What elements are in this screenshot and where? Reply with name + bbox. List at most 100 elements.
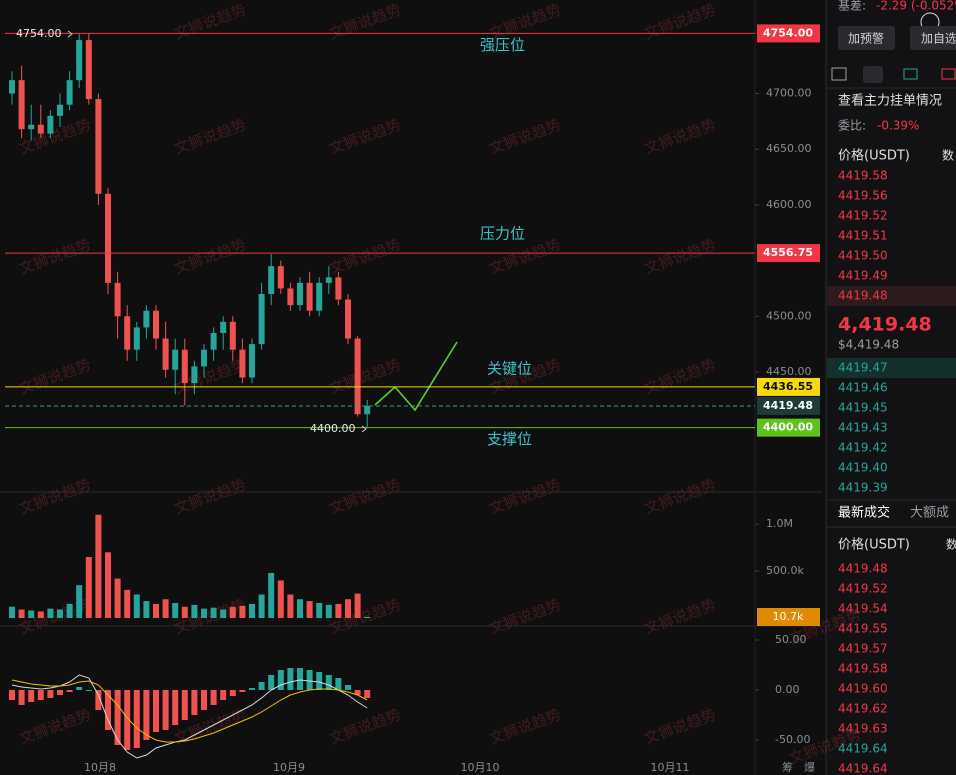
level-tag-text: 4754.00 [763,26,813,39]
fav-button-text[interactable]: 加自选 [921,32,956,46]
ask-price: 4419.49 [838,269,888,283]
view-icon[interactable] [903,68,918,80]
macd-bar [239,690,246,692]
macd-bar [306,670,313,690]
chips-tab[interactable]: 筹 [782,760,793,774]
macd-bar [162,690,169,730]
macd-bar [133,690,140,748]
volume-bar [57,609,63,618]
volume-bar [153,603,159,618]
macd-bar [335,678,342,690]
macd-bar [277,670,284,690]
volume-bar [18,609,25,618]
volume-bar [345,599,351,618]
macd-bar [249,688,255,690]
candle-body [201,349,207,367]
macd-bar [229,690,236,696]
volume-bar [277,580,284,618]
col-price: 价格(USDT) [838,148,910,164]
col-price: 价格(USDT) [838,537,910,553]
trade-price: 4419.52 [838,582,888,596]
level-note: 压力位 [480,225,525,243]
volume-bar [220,609,227,618]
ratio-label: 委比: [838,119,866,133]
candle-body [133,327,140,350]
candle-body [277,266,284,289]
macd-bar [220,690,227,700]
view-icon[interactable] [831,67,847,81]
volume-bar [37,611,44,618]
level-note: 支撑位 [487,430,532,448]
alert-button[interactable] [838,26,895,50]
candle-body [76,40,83,81]
volume-bar [268,572,275,618]
liq-tab[interactable]: 爆 [804,760,815,774]
candle-body [28,124,35,130]
y-tick-label: 4700.00 [766,87,812,100]
level-tag-text: 4419.48 [763,399,813,412]
trade-price: 4419.64 [838,742,888,756]
trade-price: 4419.58 [838,662,888,676]
volume-bar [47,608,54,618]
volume-tag [757,607,820,626]
ask-price: 4419.51 [838,229,888,243]
volume-bar [85,557,92,618]
macd-bar [124,690,131,750]
level-tag-text: 4556.75 [763,246,813,259]
candle-body [229,321,236,350]
volume-bar [124,589,131,618]
side-panel [826,0,956,775]
macd-bar [57,690,63,695]
candle-body [9,80,15,94]
bid-price: 4419.39 [838,481,888,495]
macd-bar [258,682,265,690]
price-marker-arrow [67,30,73,38]
level-tag-text: 4400.00 [763,421,813,434]
trade-price: 4419.64 [838,762,888,775]
level-tag [757,377,820,396]
volume-bar [364,616,371,618]
volume-bar [76,585,83,618]
candle-body [191,366,198,384]
volume-bar [210,607,217,618]
x-tick-label: 10月8 [84,761,116,774]
macd-dea-line [11,679,368,743]
volume-bar [28,610,35,618]
candle-body [37,124,44,134]
trade-price: 4419.60 [838,682,888,696]
candle-body [325,277,332,283]
candle-body [268,266,275,294]
candle-body [181,349,188,384]
volume-bar [249,603,255,618]
candle-body [354,338,361,415]
volume-bar [239,605,246,618]
candle-body [210,332,217,350]
bid-price: 4419.43 [838,421,888,435]
alert-button-text[interactable]: 加预警 [848,31,884,46]
trade-price: 4419.62 [838,702,888,716]
volume-bar [95,514,102,618]
trades-tab[interactable]: 最新成交 [838,505,890,521]
candle-body [258,294,265,345]
y-tick-label: 4600.00 [766,198,812,211]
ratio-value: -0.39% [877,119,919,133]
fav-button[interactable] [910,26,956,50]
candle-body [143,310,150,328]
macd-bar [95,690,102,710]
trade-price: 4419.54 [838,602,888,616]
y-tick-label: 500.0k [766,564,804,577]
macd-bar [191,690,198,715]
ask-price: 4419.52 [838,209,888,223]
view-icon-active[interactable] [863,66,883,83]
volume-bar [297,599,303,618]
candle-body [364,405,371,415]
trades-tab[interactable]: 大额成 [910,506,949,521]
macd-bar [201,690,207,710]
bid-price: 4419.46 [838,381,888,395]
bid-price: 4419.47 [838,361,888,375]
view-icon[interactable] [941,68,956,80]
macd-bar [105,690,111,730]
orderbook-link[interactable]: 查看主力挂单情况 [838,93,942,109]
level-tag [757,418,820,437]
